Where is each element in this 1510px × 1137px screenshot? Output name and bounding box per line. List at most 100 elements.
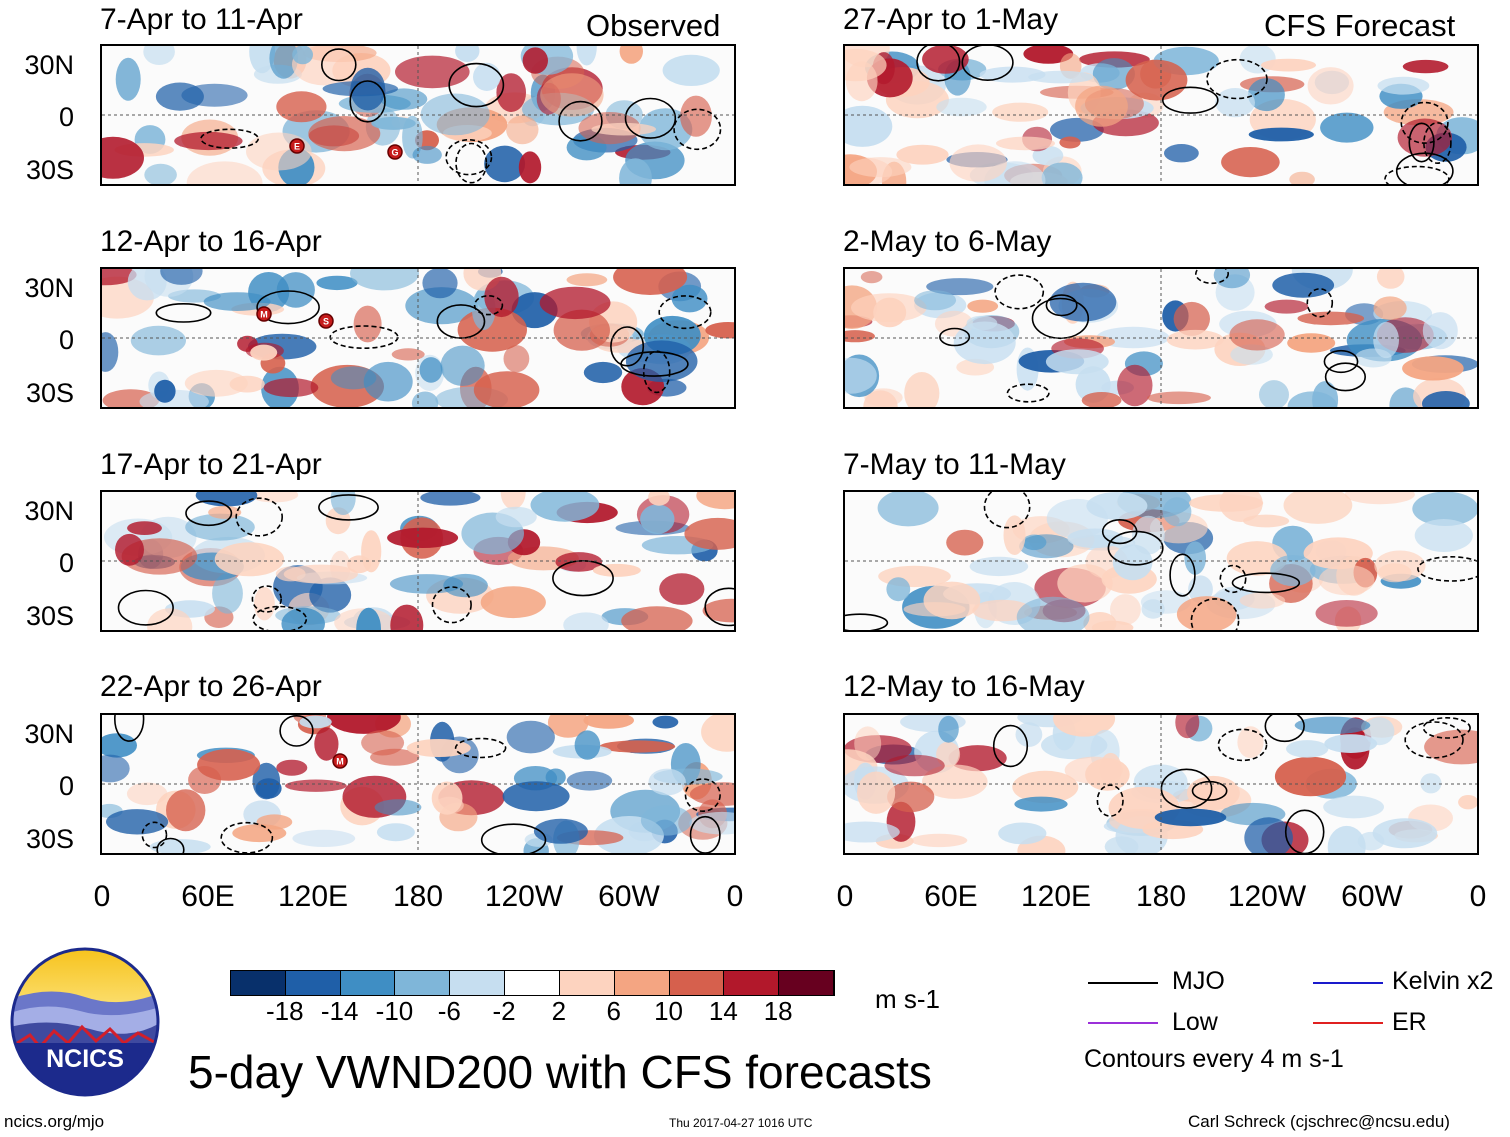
mjo-contour (1169, 553, 1196, 597)
wind-anomaly-patch (144, 163, 177, 184)
wind-anomaly-patch (506, 115, 539, 145)
wind-anomaly-patch (992, 102, 1049, 122)
wind-anomaly-patch (539, 286, 611, 320)
lon-label: 0 (93, 880, 111, 913)
wind-anomaly-patch (671, 284, 708, 313)
wind-anomaly-patch (547, 715, 589, 738)
wind-anomaly-patch (648, 768, 686, 796)
colorbar-swatch (724, 971, 780, 995)
wind-anomaly-patch (390, 604, 424, 630)
mjo-contour (318, 494, 379, 521)
wind-anomaly-patch (576, 46, 597, 66)
mjo-contour (1206, 58, 1268, 100)
mjo-contour (220, 821, 274, 853)
wind-anomaly-patch (936, 97, 987, 117)
colorbar-swatch (395, 971, 451, 995)
wind-anomaly-patch (502, 781, 570, 812)
map-canvas (102, 492, 734, 630)
wind-anomaly-patch (149, 839, 211, 853)
wind-anomaly-patch (1420, 773, 1442, 794)
wind-anomaly-patch (1162, 497, 1192, 527)
wind-anomaly-patch (849, 157, 912, 178)
mjo-contour (1031, 297, 1090, 340)
mjo-contour (185, 500, 233, 527)
colorbar-tick-label: 6 (606, 996, 621, 1026)
wind-anomaly-patch (249, 46, 275, 74)
wind-anomaly-patch (1287, 333, 1336, 353)
mjo-contour (689, 815, 721, 853)
wind-anomaly-patch (380, 88, 428, 110)
wind-anomaly-patch (863, 390, 898, 407)
wind-anomaly-patch (480, 586, 546, 619)
wind-anomaly-patch (174, 131, 243, 151)
colorbar-tick-label: -6 (437, 996, 461, 1026)
footer-url[interactable]: ncics.org/mjo (4, 1112, 105, 1131)
lat-label: 30N (24, 50, 74, 80)
storm-marker: G (387, 144, 403, 160)
footer-timestamp: Thu 2017-04-27 1016 UTC (669, 1116, 813, 1130)
mjo-contour (1284, 809, 1325, 853)
mjo-contour (235, 497, 283, 537)
map-canvas (845, 492, 1477, 630)
wind-anomaly-patch (292, 829, 356, 847)
wind-anomaly-patch (1376, 269, 1405, 289)
kelvin-legend-label: Kelvin x2 (1392, 967, 1494, 995)
wind-anomaly-patch (1324, 734, 1378, 753)
wind-anomaly-patch (922, 764, 988, 799)
wind-anomaly-patch (361, 530, 382, 573)
mjo-contour (1404, 721, 1464, 759)
mjo-contour (455, 142, 488, 184)
wind-anomaly-patch (255, 778, 282, 799)
lon-label: 0 (836, 880, 854, 913)
wind-anomaly-patch (1294, 716, 1371, 734)
colorbar-swatch (779, 971, 834, 995)
wind-anomaly-patch (953, 321, 1016, 365)
wind-anomaly-patch (281, 607, 325, 630)
colorbar-tick-label: 10 (654, 996, 683, 1026)
mjo-contour (480, 823, 547, 853)
mjo-contour (252, 605, 308, 630)
wind-anomaly-patch (1219, 492, 1263, 522)
wind-anomaly-patch (1422, 312, 1458, 350)
wind-anomaly-patch (1237, 726, 1264, 759)
mjo-contour (200, 128, 260, 149)
lat-label: 30S (25, 378, 74, 408)
wind-anomaly-patch (503, 345, 530, 373)
wind-anomaly-patch (1458, 795, 1477, 810)
wind-anomaly-patch (1229, 319, 1285, 351)
wind-anomaly-patch (1016, 596, 1090, 630)
lat-label: 30S (25, 155, 74, 185)
wind-anomaly-patch (1327, 825, 1366, 853)
lat-label: 30S (25, 824, 74, 854)
map-panel-forecast-1 (843, 44, 1479, 186)
wind-anomaly-patch (1132, 515, 1165, 555)
wind-anomaly-patch (1173, 301, 1210, 336)
mjo-contour (1161, 86, 1219, 114)
lon-label: 180 (1135, 880, 1187, 913)
map-panel-forecast-3 (843, 490, 1479, 632)
wind-anomaly-patch (186, 161, 263, 184)
wind-anomaly-patch (292, 46, 313, 65)
mjo-contour (620, 351, 689, 377)
logo-text: NCICS (46, 1045, 124, 1073)
wind-anomaly-patch (395, 55, 470, 89)
mjo-contour (473, 295, 504, 316)
wind-anomaly-patch (197, 749, 261, 781)
mjo-contour (431, 586, 472, 624)
mjo-contour (658, 295, 712, 330)
cfs-forecast-label: CFS Forecast (1264, 8, 1456, 43)
wind-anomaly-patch (232, 824, 287, 843)
low-legend-line (1088, 1022, 1158, 1024)
wind-anomaly-patch (350, 269, 419, 291)
wind-anomaly-patch (574, 730, 601, 760)
wind-anomaly-patch (530, 492, 600, 522)
wind-anomaly-patch (185, 513, 255, 541)
wind-anomaly-patch (102, 332, 119, 372)
footer-author: Carl Schreck (cjschrec@ncsu.edu) (1188, 1112, 1450, 1131)
wind-anomaly-patch (1046, 498, 1108, 539)
wind-anomaly-patch (1373, 321, 1399, 359)
observed-label: Observed (586, 8, 721, 43)
mjo-contour (436, 304, 486, 339)
wind-anomaly-patch (1023, 46, 1074, 64)
wind-anomaly-patch (640, 805, 692, 836)
